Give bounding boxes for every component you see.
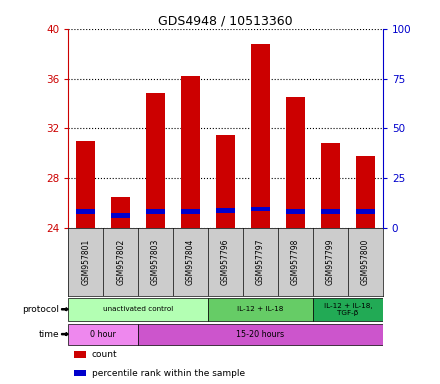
Bar: [74, 351, 85, 358]
Bar: [111, 213, 130, 218]
Text: IL-12 + IL-18: IL-12 + IL-18: [237, 306, 284, 312]
Bar: [216, 208, 235, 213]
Text: GSM957797: GSM957797: [256, 239, 265, 285]
Bar: [74, 370, 85, 376]
Bar: [313, 298, 383, 321]
Text: time: time: [39, 329, 59, 339]
Text: 0 hour: 0 hour: [90, 329, 116, 339]
Bar: [356, 156, 375, 228]
Bar: [208, 298, 313, 321]
Bar: [68, 323, 138, 345]
Text: unactivated control: unactivated control: [103, 306, 173, 312]
Bar: [76, 141, 95, 228]
Bar: [76, 209, 95, 214]
Bar: [356, 209, 375, 214]
Title: GDS4948 / 10513360: GDS4948 / 10513360: [158, 15, 293, 28]
Text: GSM957801: GSM957801: [81, 239, 90, 285]
Text: 15-20 hours: 15-20 hours: [236, 329, 285, 339]
Text: IL-12 + IL-18,
TGF-β: IL-12 + IL-18, TGF-β: [323, 303, 372, 316]
Text: GSM957796: GSM957796: [221, 239, 230, 285]
Bar: [286, 97, 305, 228]
Text: GSM957802: GSM957802: [116, 239, 125, 285]
Text: GSM957799: GSM957799: [326, 239, 335, 285]
Text: GSM957803: GSM957803: [151, 239, 160, 285]
Bar: [181, 209, 200, 214]
Text: count: count: [92, 350, 117, 359]
Bar: [68, 298, 208, 321]
Text: GSM957804: GSM957804: [186, 239, 195, 285]
Bar: [111, 197, 130, 228]
Text: GSM957800: GSM957800: [361, 239, 370, 285]
Bar: [251, 207, 270, 211]
Text: GSM957798: GSM957798: [291, 239, 300, 285]
Bar: [321, 143, 340, 228]
Text: protocol: protocol: [22, 305, 59, 314]
Bar: [146, 93, 165, 228]
Bar: [138, 323, 383, 345]
Bar: [216, 134, 235, 228]
Bar: [251, 44, 270, 228]
Bar: [181, 76, 200, 228]
Bar: [146, 209, 165, 214]
Bar: [321, 209, 340, 214]
Bar: [286, 209, 305, 214]
Text: percentile rank within the sample: percentile rank within the sample: [92, 369, 245, 378]
